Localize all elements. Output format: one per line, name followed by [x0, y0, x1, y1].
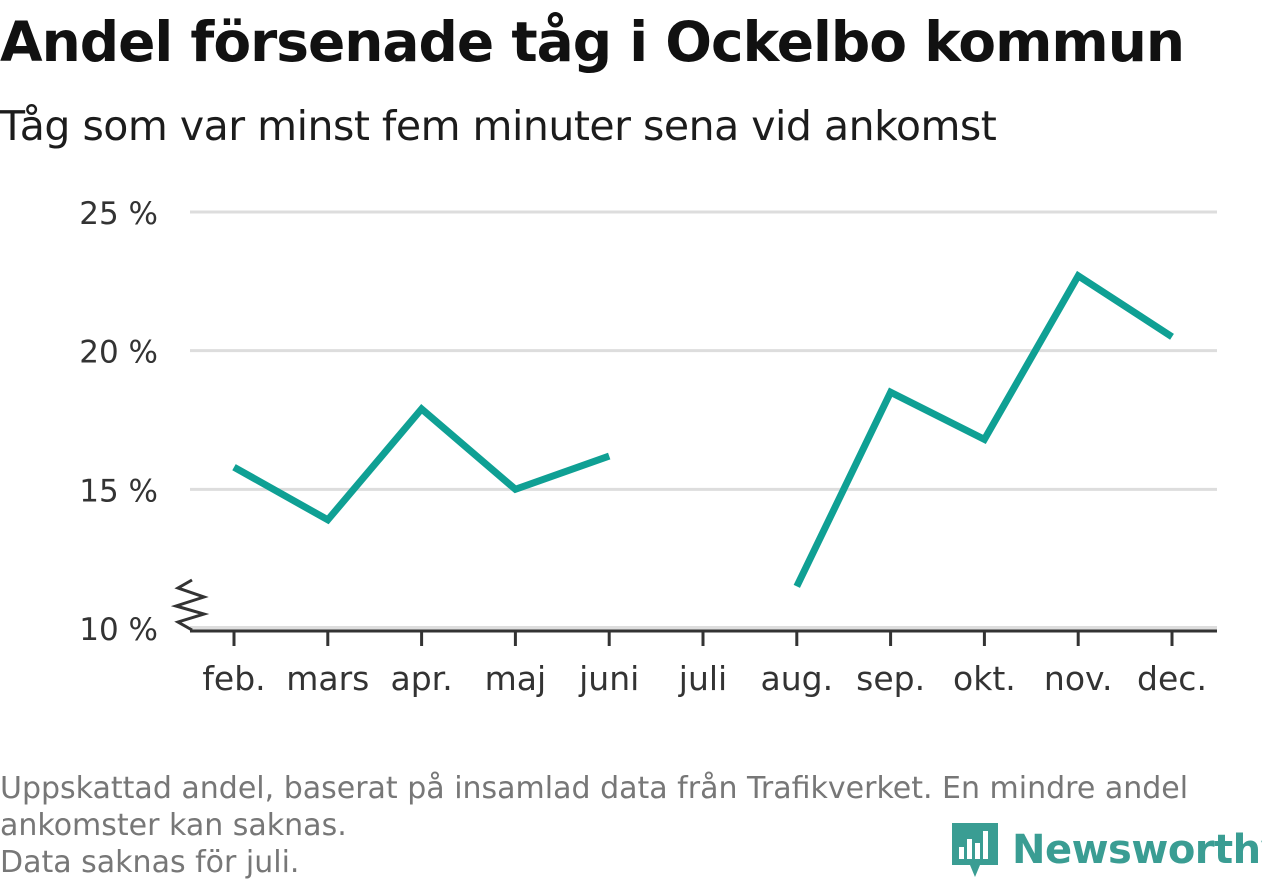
- footnote-line-2: ankomster kan saknas.: [0, 808, 347, 843]
- gridlines: [190, 210, 1217, 491]
- x-axis: [170, 578, 1217, 633]
- y-tick-label: 15 %: [79, 473, 158, 509]
- x-tick-label: nov.: [1044, 659, 1113, 698]
- newsworthy-logo: Newsworthy: [950, 820, 1262, 880]
- data-series: [232, 270, 1174, 588]
- x-tick-label: sep.: [856, 659, 925, 698]
- series-line: [793, 270, 1174, 588]
- x-tick-label: aug.: [761, 659, 834, 698]
- footnote-line-3: Data saknas för juli.: [0, 845, 300, 880]
- x-axis-baseline: [190, 626, 1217, 630]
- x-tick-label: apr.: [390, 659, 452, 698]
- y-tick-label: 10 %: [79, 612, 158, 648]
- y-axis-ticks: 10 % 15 % 20 % 25 %: [79, 196, 158, 648]
- x-tick-label: mars: [286, 659, 369, 698]
- chart-title: Andel försenade tåg i Ockelbo kommun: [0, 10, 1185, 74]
- x-tick-label: dec.: [1137, 659, 1207, 698]
- x-tick-label: feb.: [202, 659, 265, 698]
- y-tick-label: 25 %: [79, 196, 158, 232]
- y-tick-label: 20 %: [79, 335, 158, 371]
- bar-chart-speech-bubble-icon: [952, 823, 998, 877]
- footnote-line-1: Uppskattad andel, baserat på insamlad da…: [0, 771, 1189, 806]
- x-axis-ticks: feb. mars apr. maj juni juli aug. sep. okt. nov. d…: [202, 631, 1207, 698]
- x-tick-label: juni: [578, 659, 639, 698]
- y-axis-break-icon: [170, 578, 210, 632]
- line-chart: 10 % 15 % 20 % 25 % feb. mars apr. maj juni juli…: [79, 196, 1217, 698]
- x-tick-label: juli: [678, 659, 727, 698]
- chart-subtitle: Tåg som var minst fem minuter sena vid a…: [0, 102, 997, 150]
- footnote: Uppskattad andel, baserat på insamlad da…: [0, 770, 1250, 881]
- series-line: [232, 403, 611, 525]
- x-tick-label: okt.: [953, 659, 1016, 698]
- x-tick-label: maj: [485, 659, 547, 698]
- logo-text: Newsworthy: [1012, 827, 1262, 873]
